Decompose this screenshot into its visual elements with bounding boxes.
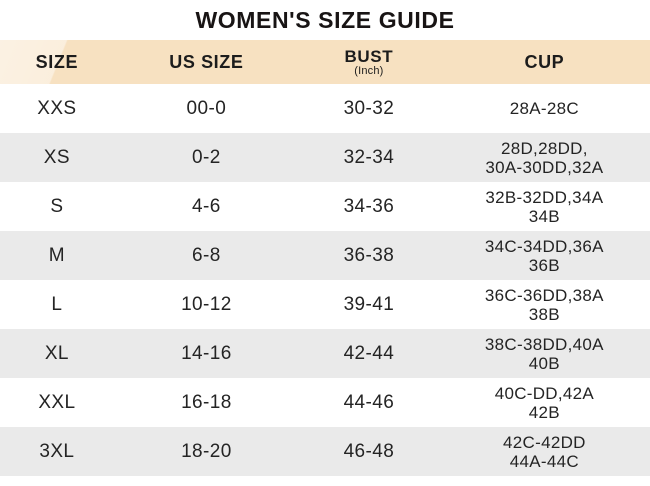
cell-size: XXS	[37, 97, 77, 119]
table-row: XXS 00-0 30-32 28A-28C	[0, 84, 650, 133]
cell-us-size: 16-18	[181, 391, 232, 413]
cup-line: 38C-38DD,40A	[484, 334, 604, 354]
cell-cup: 28A-28C	[439, 99, 650, 118]
cell-cup: 36C-36DD,38A 38B	[439, 286, 650, 324]
cell-cup: 28D,28DD, 30A-30DD,32A	[439, 139, 650, 177]
cell-us-size: 6-8	[192, 244, 221, 266]
cell-cup: 38C-38DD,40A 40B	[439, 335, 650, 373]
cup-line: 42C-42DD	[503, 432, 586, 452]
table-row: 3XL 18-20 46-48 42C-42DD 44A-44C	[0, 427, 650, 476]
header-bust-label: BUST	[344, 46, 394, 66]
header-us-size: US SIZE	[169, 51, 244, 72]
cell-size: XXL	[38, 391, 76, 413]
cell-bust: 44-46	[343, 391, 395, 413]
cup-line: 28A-28C	[509, 99, 579, 118]
cell-us-size: 14-16	[181, 342, 232, 364]
cell-bust: 42-44	[343, 342, 395, 364]
table-row: XXL 16-18 44-46 40C-DD,42A 42B	[0, 378, 650, 427]
header-bust-unit: (Inch)	[354, 64, 384, 77]
cell-us-size: 10-12	[181, 293, 232, 315]
cup-line: 40B	[528, 353, 560, 373]
cup-line: 34C-34DD,36A	[484, 236, 604, 256]
cell-size: S	[50, 195, 64, 217]
cell-size: 3XL	[39, 440, 75, 462]
page-title: WOMEN'S SIZE GUIDE	[195, 6, 455, 33]
table-row: M 6-8 36-38 34C-34DD,36A 36B	[0, 231, 650, 280]
cell-bust: 34-36	[343, 195, 395, 217]
cell-us-size: 0-2	[192, 146, 221, 168]
header-cup: CUP	[524, 51, 565, 72]
header-size: SIZE	[35, 51, 79, 72]
cell-bust: 32-34	[343, 146, 395, 168]
cell-cup: 42C-42DD 44A-44C	[439, 433, 650, 471]
cell-size: XS	[43, 146, 70, 168]
cell-us-size: 18-20	[181, 440, 232, 462]
table-row: L 10-12 39-41 36C-36DD,38A 38B	[0, 280, 650, 329]
cell-bust: 39-41	[343, 293, 395, 315]
bottom-strip	[0, 476, 650, 486]
cell-us-size: 00-0	[186, 97, 227, 119]
cell-size: M	[48, 244, 65, 266]
cup-line: 40C-DD,42A	[494, 383, 595, 403]
cup-line: 32B-32DD,34A	[485, 187, 604, 207]
cell-bust: 36-38	[343, 244, 395, 266]
cell-size: L	[51, 293, 63, 315]
cup-line: 30A-30DD,32A	[485, 157, 604, 177]
cell-cup: 34C-34DD,36A 36B	[439, 237, 650, 275]
cup-line: 34B	[528, 206, 560, 226]
cup-line: 42B	[528, 402, 560, 422]
cup-line: 44A-44C	[509, 451, 579, 471]
cell-bust: 46-48	[343, 440, 395, 462]
cell-bust: 30-32	[343, 97, 395, 119]
table-row: XS 0-2 32-34 28D,28DD, 30A-30DD,32A	[0, 133, 650, 182]
cup-line: 36B	[528, 255, 560, 275]
cell-cup: 32B-32DD,34A 34B	[439, 188, 650, 226]
table-row: XL 14-16 42-44 38C-38DD,40A 40B	[0, 329, 650, 378]
table-header-row: SIZE US SIZE BUST (Inch) CUP	[0, 40, 650, 84]
header-bust: BUST (Inch)	[299, 48, 439, 77]
table-row: S 4-6 34-36 32B-32DD,34A 34B	[0, 182, 650, 231]
cell-cup: 40C-DD,42A 42B	[439, 384, 650, 422]
cell-us-size: 4-6	[192, 195, 221, 217]
cell-size: XL	[44, 342, 69, 364]
cup-line: 38B	[528, 304, 560, 324]
table-body: XXS 00-0 30-32 28A-28C XS 0-2 32-34 28D,…	[0, 84, 650, 476]
cup-line: 28D,28DD,	[500, 138, 588, 158]
cup-line: 36C-36DD,38A	[484, 285, 604, 305]
